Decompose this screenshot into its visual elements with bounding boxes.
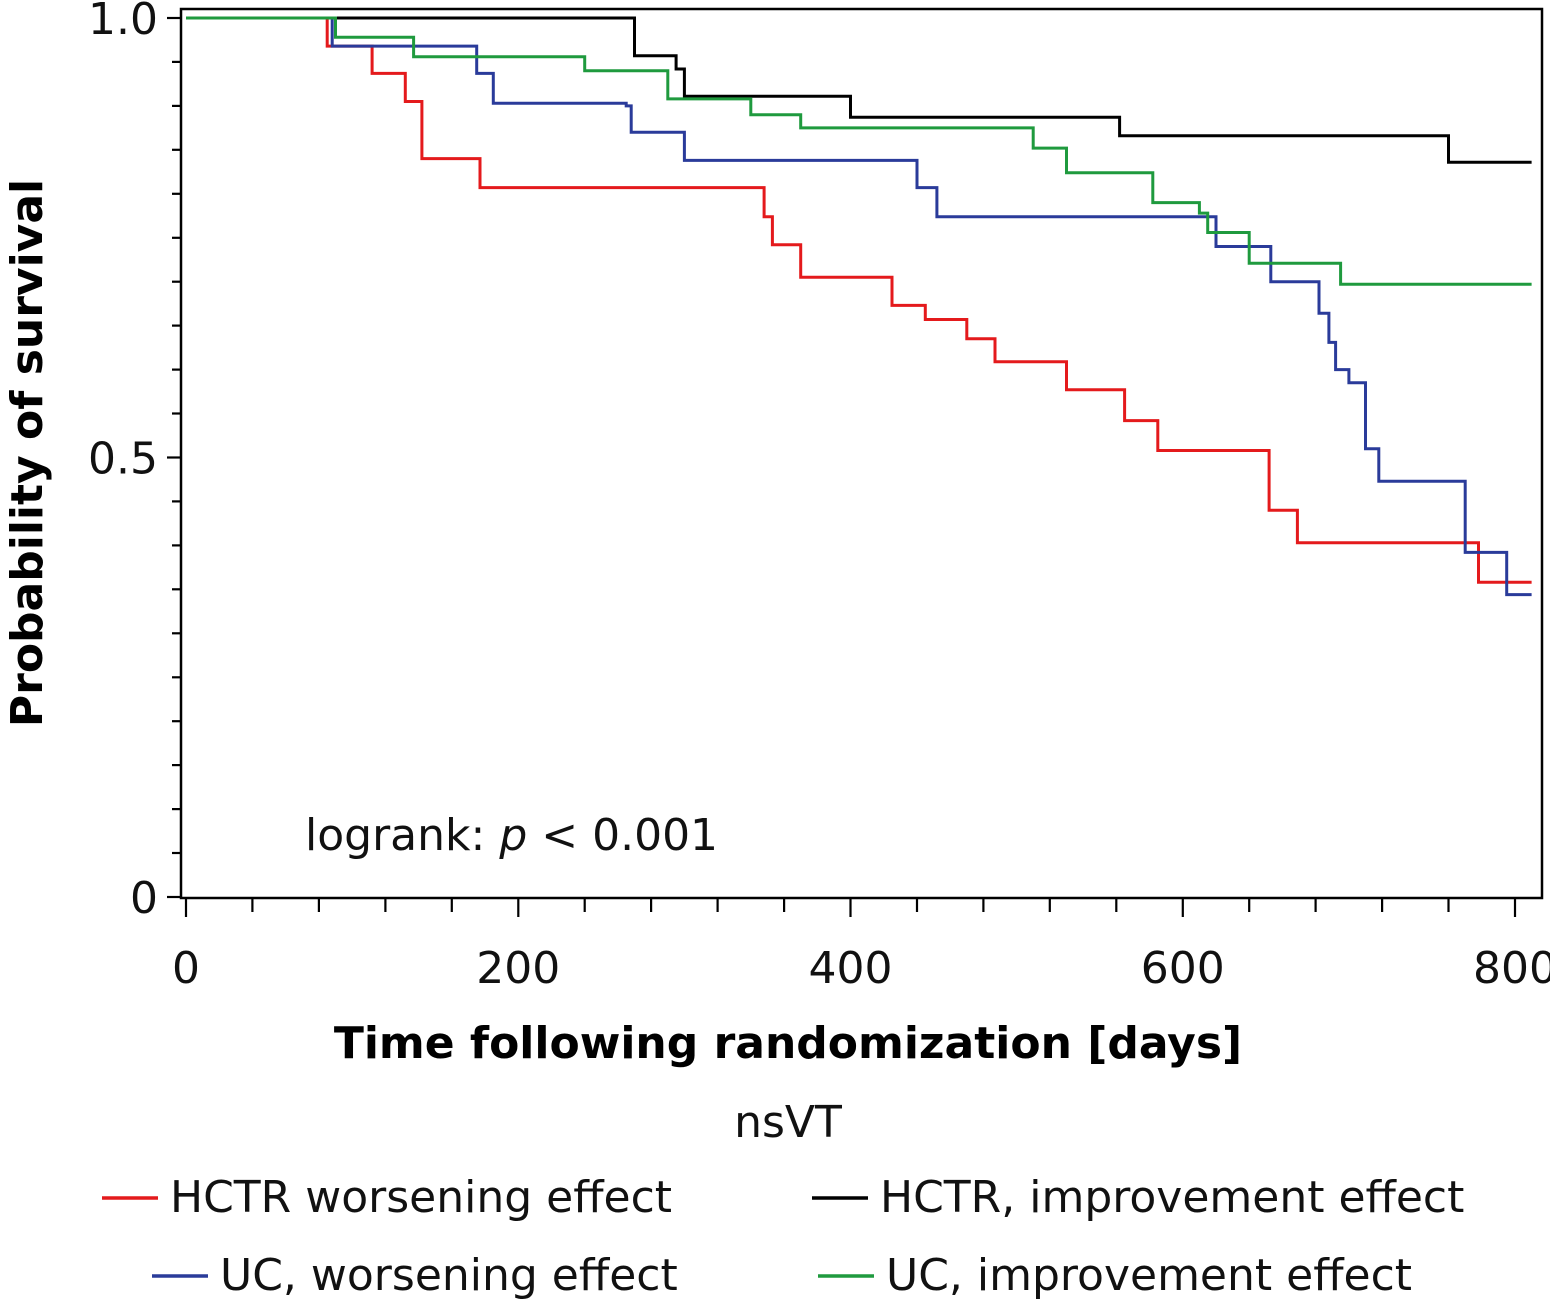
- curve-uc-improvement-effect: [186, 16, 1532, 286]
- x-tick-label: 600: [1141, 943, 1225, 994]
- x-tick-label: 800: [1473, 943, 1550, 994]
- logrank-suffix: < 0.001: [527, 810, 718, 861]
- x-axis-title: Time following randomization [days]: [334, 1018, 1242, 1069]
- curve-hctr-improvement-effect: [186, 16, 1532, 164]
- legend-item-hctr-worsening: HCTR worsening effect: [102, 1172, 672, 1223]
- logrank-p: p: [498, 810, 527, 861]
- y-tick-label: 0.5: [88, 434, 158, 485]
- legend-label-hctr-improvement: HCTR, improvement effect: [880, 1172, 1464, 1223]
- legend-label-uc-worsening: UC, worsening effect: [220, 1250, 678, 1301]
- x-tick-label: 400: [809, 943, 893, 994]
- legend-label-uc-improvement: UC, improvement effect: [886, 1250, 1412, 1301]
- x-tick-label: 200: [476, 943, 560, 994]
- legend-title: nsVT: [734, 1097, 842, 1148]
- logrank-prefix: logrank:: [305, 810, 499, 861]
- y-tick-label: 0: [130, 873, 158, 924]
- curve-hctr-worsening-effect: [186, 16, 1532, 584]
- survival-curves: [186, 16, 1532, 597]
- plot-frame: [179, 7, 1544, 900]
- legend-item-hctr-improvement: HCTR, improvement effect: [812, 1172, 1464, 1223]
- y-tick-label: 1.0: [88, 0, 158, 45]
- y-axis-title: Probability of survival: [2, 179, 53, 727]
- x-tick-label: 0: [172, 943, 200, 994]
- axes: 0 0.5 1.0 0 200 400 600 800: [88, 0, 1550, 994]
- legend-item-uc-improvement: UC, improvement effect: [818, 1250, 1412, 1301]
- logrank-annotation: logrank: p < 0.001: [305, 810, 718, 861]
- curve-uc-worsening-effect: [186, 16, 1532, 597]
- legend-item-uc-worsening: UC, worsening effect: [152, 1250, 678, 1301]
- legend-label-hctr-worsening: HCTR worsening effect: [170, 1172, 672, 1223]
